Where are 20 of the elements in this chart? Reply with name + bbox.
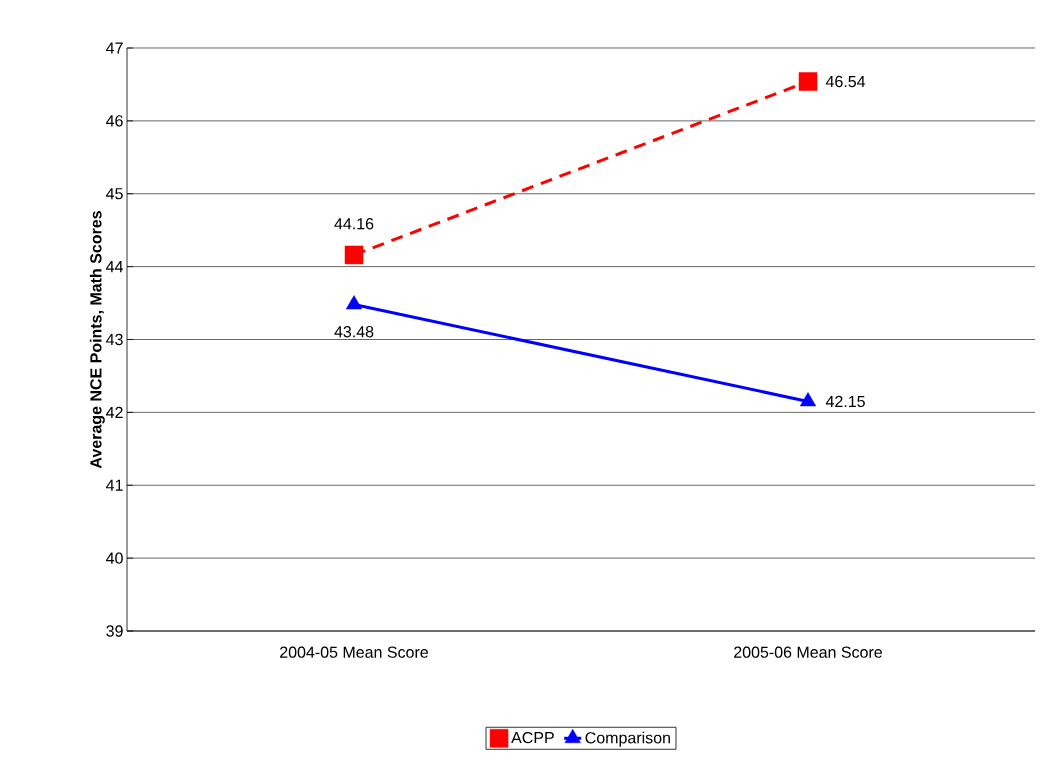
data-label: 44.16	[334, 218, 374, 230]
y-tick-label: 39	[106, 625, 123, 637]
y-tick-label: 42	[106, 406, 123, 418]
data-label: 43.48	[334, 326, 374, 338]
y-tick-label: 46	[106, 115, 123, 127]
point	[798, 72, 818, 91]
x-tick-label: 2004-05 Mean Score	[280, 646, 428, 658]
y-tick-label: 43	[106, 333, 123, 346]
legend-label: Comparison	[585, 731, 670, 747]
x-tick-label: 2005-06 Mean Score	[734, 646, 882, 658]
y-axis-title: Average NCE Points, Math Scores	[89, 211, 105, 469]
legend-label: ACPP	[511, 731, 554, 744]
y-tick-label: 47	[106, 42, 123, 54]
data-label: 46.54	[825, 75, 866, 88]
y-tick-label: 41	[106, 479, 123, 491]
y-tick-label: 44	[106, 261, 123, 273]
y-tick-label: 45	[106, 188, 123, 200]
data-label: 42.15	[825, 395, 865, 408]
y-tick-label: 40	[106, 552, 123, 564]
point	[344, 245, 364, 265]
